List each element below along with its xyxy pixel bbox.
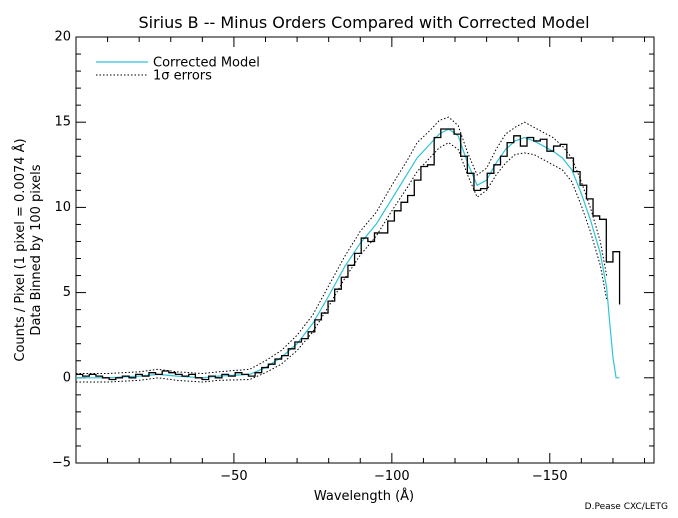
y-tick-label: 15 bbox=[54, 115, 71, 130]
legend-label-errors: 1σ errors bbox=[153, 69, 212, 84]
x-tick-label: −150 bbox=[532, 469, 568, 484]
plot-frame bbox=[75, 36, 655, 464]
x-axis-label: Wavelength (Å) bbox=[314, 488, 414, 504]
series-line-error-upper bbox=[76, 116, 608, 375]
y-tick-label: −5 bbox=[52, 456, 71, 471]
y-tick-label: 5 bbox=[63, 285, 71, 300]
series-layer bbox=[76, 116, 621, 383]
legend: Corrected Model 1σ errors bbox=[96, 56, 260, 84]
series-line-model bbox=[76, 128, 620, 379]
y-axis-label-line1: Counts / Pixel (1 pixel = 0.0074 Å) bbox=[12, 138, 28, 361]
credit-text: D.Pease CXC/LETG bbox=[585, 502, 668, 512]
legend-label-model: Corrected Model bbox=[153, 56, 260, 71]
y-tick-label: 10 bbox=[54, 200, 71, 215]
y-tick-label: 20 bbox=[54, 30, 71, 45]
axis-ticks bbox=[76, 36, 654, 464]
y-tick-label: 0 bbox=[63, 370, 71, 385]
x-tick-label: −50 bbox=[220, 469, 247, 484]
y-tick-labels: −5 0 5 10 15 20 bbox=[52, 30, 71, 471]
chart-title: Sirius B -- Minus Orders Compared with C… bbox=[138, 13, 589, 32]
x-tick-label: −100 bbox=[374, 469, 410, 484]
y-axis-label-line2: Data Binned by 100 pixels bbox=[29, 164, 44, 335]
series-histogram-data bbox=[76, 128, 621, 381]
x-tick-labels: −50 −100 −150 bbox=[220, 469, 567, 484]
